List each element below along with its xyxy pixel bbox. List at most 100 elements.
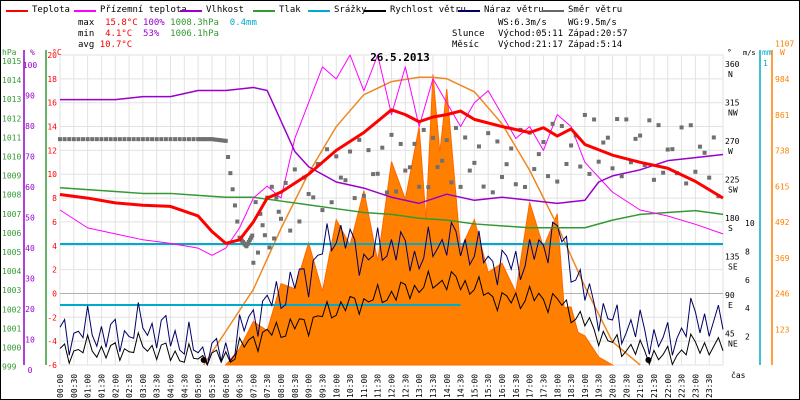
- wind-direction-point: [255, 250, 260, 255]
- legend-swatch: [6, 10, 28, 12]
- wind-direction-point: [173, 137, 178, 142]
- wind-direction-point: [615, 117, 620, 122]
- pct-tick-label: 0: [28, 366, 33, 375]
- wind-direction-point: [251, 260, 256, 265]
- hpa-tick-label: 1005: [2, 248, 21, 257]
- time-tick-label: 02:30: [125, 374, 134, 398]
- wind-direction-point: [578, 164, 583, 169]
- wind-direction-point: [357, 137, 362, 142]
- time-tick-label: 10:00: [332, 374, 341, 398]
- wind-direction-point: [633, 136, 638, 141]
- wind-direction-point: [228, 171, 233, 176]
- legend-swatch: [542, 10, 564, 12]
- wind-direction-point: [159, 137, 164, 142]
- wind-direction-point: [610, 166, 615, 171]
- wind-direction-point: [297, 219, 302, 224]
- wind-direction-point: [642, 163, 647, 168]
- dir-tick-degree: 270: [725, 137, 740, 146]
- wind-direction-point: [417, 184, 422, 189]
- time-tick-label: 22:00: [664, 374, 673, 398]
- stat-moonset: Západ:5:14: [568, 40, 623, 50]
- wind-direction-point: [601, 140, 606, 145]
- wind-direction-point: [421, 127, 426, 132]
- wind-direction-point: [407, 165, 412, 170]
- wind-direction-point: [250, 233, 255, 238]
- hpa-tick-label: 1012: [2, 114, 21, 123]
- dir-tick-degree: 360: [725, 60, 740, 69]
- pct-tick-label: 90: [25, 92, 35, 101]
- wind-direction-point: [136, 137, 141, 142]
- legend-swatch: [180, 10, 202, 12]
- wind-direction-point: [472, 160, 477, 165]
- wind-direction-point: [203, 137, 208, 142]
- stat-max-pressure: 1008.3hPa: [170, 18, 219, 28]
- series: [58, 54, 724, 367]
- wind-direction-point: [592, 117, 597, 122]
- hpa-tick-label: 1003: [2, 286, 21, 295]
- wind-direction-point: [495, 139, 500, 144]
- temp-tick-label: 0: [52, 289, 57, 298]
- pct-tick-label: 20: [25, 305, 35, 314]
- legend-label: Směr větru: [568, 5, 623, 15]
- wind-direction-point: [375, 171, 380, 176]
- hpa-axis-title: hPa: [2, 48, 17, 57]
- legend-label: Rychlost větru: [390, 5, 466, 15]
- pct-tick-label: 70: [25, 153, 35, 162]
- dir-tick-name: NW: [728, 109, 738, 118]
- hpa-tick-label: 1015: [2, 57, 21, 66]
- wind-gust-line: [59, 220, 724, 366]
- wind-direction-point: [279, 216, 283, 221]
- dir-tick-degree: 315: [725, 99, 740, 108]
- wind-direction-point: [274, 195, 279, 200]
- stat-min-row: min 4.1°C 53% 1006.1hPa: [78, 29, 219, 39]
- pressure-line: [59, 186, 724, 229]
- wind-direction-point: [212, 137, 217, 142]
- wind-direction-point: [99, 137, 104, 142]
- wind-direction-point: [693, 169, 698, 174]
- pct-tick-label: 80: [25, 122, 35, 131]
- stat-sunset: Západ:20:57: [568, 29, 628, 39]
- temp-tick-label: 10: [47, 170, 57, 179]
- wind-direction-point: [509, 146, 514, 151]
- legend-label: Přízemní teplota: [100, 5, 187, 15]
- wind-direction-point: [117, 137, 122, 142]
- ms-tick-label: 8: [745, 247, 750, 256]
- time-tick-label: 04:30: [180, 374, 189, 398]
- hpa-tick-label: 1002: [2, 305, 21, 314]
- time-tick-label: 16:00: [498, 374, 507, 398]
- w-tick-label: 615: [775, 182, 790, 191]
- legend-label: Náraz větru: [484, 5, 544, 15]
- wind-direction-point: [253, 200, 258, 205]
- legend-label: Tlak: [279, 5, 301, 15]
- wind-direction-point: [127, 137, 132, 142]
- dir-tick-name: S: [728, 224, 733, 233]
- wind-direction-point: [276, 209, 281, 214]
- time-tick-label: 23:30: [705, 374, 714, 398]
- time-tick-label: 21:00: [636, 374, 645, 398]
- time-tick-label: 14:00: [443, 374, 452, 398]
- wind-direction-point: [288, 228, 293, 233]
- wind-direction-point: [292, 167, 297, 172]
- wind-direction-point: [352, 196, 357, 201]
- wind-direction-point: [122, 137, 127, 142]
- hpa-tick-label: 1013: [2, 95, 21, 104]
- wind-direction-point: [546, 174, 551, 179]
- wind-direction-point: [232, 203, 237, 208]
- wind-direction-point: [523, 184, 528, 189]
- wind-direction-point: [58, 137, 62, 142]
- stat-avg-row: avg 10.7°C: [78, 40, 133, 50]
- time-tick-label: 05:00: [194, 374, 203, 398]
- wind-direction-point: [283, 180, 288, 185]
- temp-tick-label: 16: [47, 99, 57, 108]
- wind-direction-point: [113, 137, 118, 142]
- wind-direction-point: [207, 137, 212, 142]
- w-tick-label: 1107: [775, 39, 794, 48]
- w-tick-label: 492: [775, 218, 790, 227]
- wind-direction-point: [272, 236, 277, 241]
- wind-direction-point: [467, 168, 472, 173]
- wind-direction-point: [315, 161, 320, 166]
- time-tick-label: 17:30: [539, 374, 548, 398]
- wind-direction-point: [449, 180, 454, 185]
- wind-direction-point: [325, 147, 330, 152]
